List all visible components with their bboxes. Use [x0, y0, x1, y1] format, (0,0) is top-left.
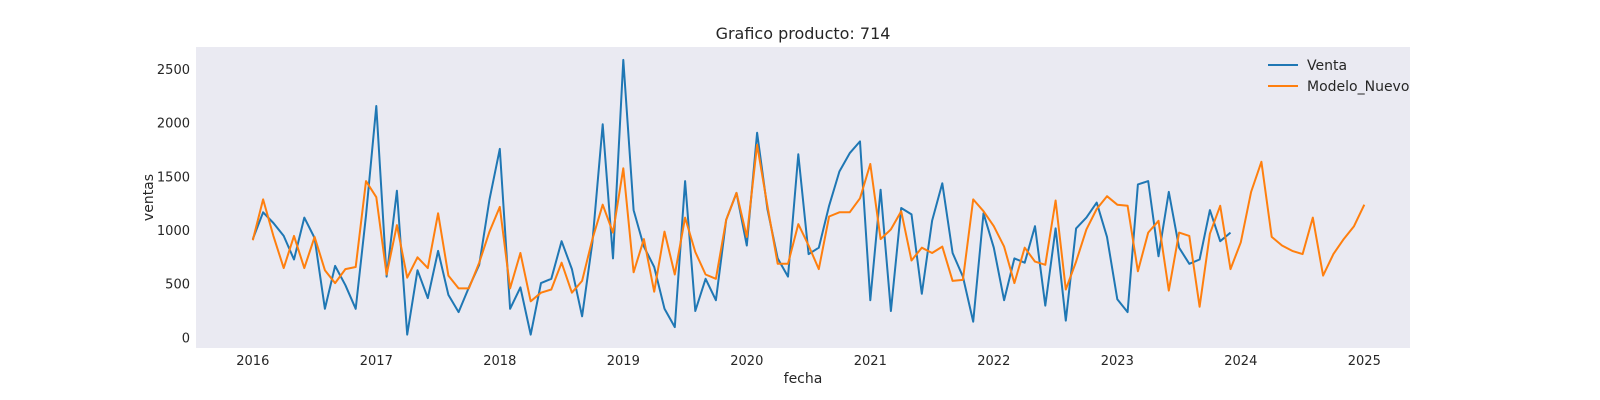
- chart-title: Grafico producto: 714: [716, 24, 891, 43]
- series-layer: [251, 58, 1366, 336]
- y-tick-label: 1000: [157, 224, 190, 239]
- x-tick-label: 2022: [977, 354, 1010, 369]
- legend-label: Modelo_Nuevo: [1307, 79, 1409, 95]
- y-axis-ticks: 0 500 1000 1500 2000 2500: [157, 63, 190, 346]
- x-tick-label: 2020: [730, 354, 763, 369]
- y-axis-label: ventas: [141, 174, 157, 221]
- x-tick-label: 2018: [483, 354, 516, 369]
- x-tick-label: 2025: [1348, 354, 1381, 369]
- x-tick-label: 2021: [854, 354, 887, 369]
- x-axis-ticks: 2016 2017 2018 2019 2020 2021 2022 2023 2024 2025: [236, 354, 1381, 369]
- legend: Venta Modelo_Nuevo: [1268, 58, 1409, 95]
- y-tick-label: 500: [165, 278, 190, 293]
- legend-item: Venta: [1268, 58, 1347, 74]
- series-line-1: [251, 143, 1366, 308]
- x-tick-label: 2017: [360, 354, 393, 369]
- x-tick-label: 2024: [1224, 354, 1257, 369]
- y-tick-label: 2000: [157, 117, 190, 132]
- y-tick-label: 2500: [157, 63, 190, 78]
- legend-label: Venta: [1307, 58, 1347, 74]
- x-tick-label: 2023: [1101, 354, 1134, 369]
- y-tick-label: 1500: [157, 170, 190, 185]
- x-axis-label: fecha: [784, 371, 823, 387]
- legend-item: Modelo_Nuevo: [1268, 79, 1409, 95]
- y-tick-label: 0: [182, 331, 190, 346]
- x-tick-label: 2016: [236, 354, 269, 369]
- x-tick-label: 2019: [607, 354, 640, 369]
